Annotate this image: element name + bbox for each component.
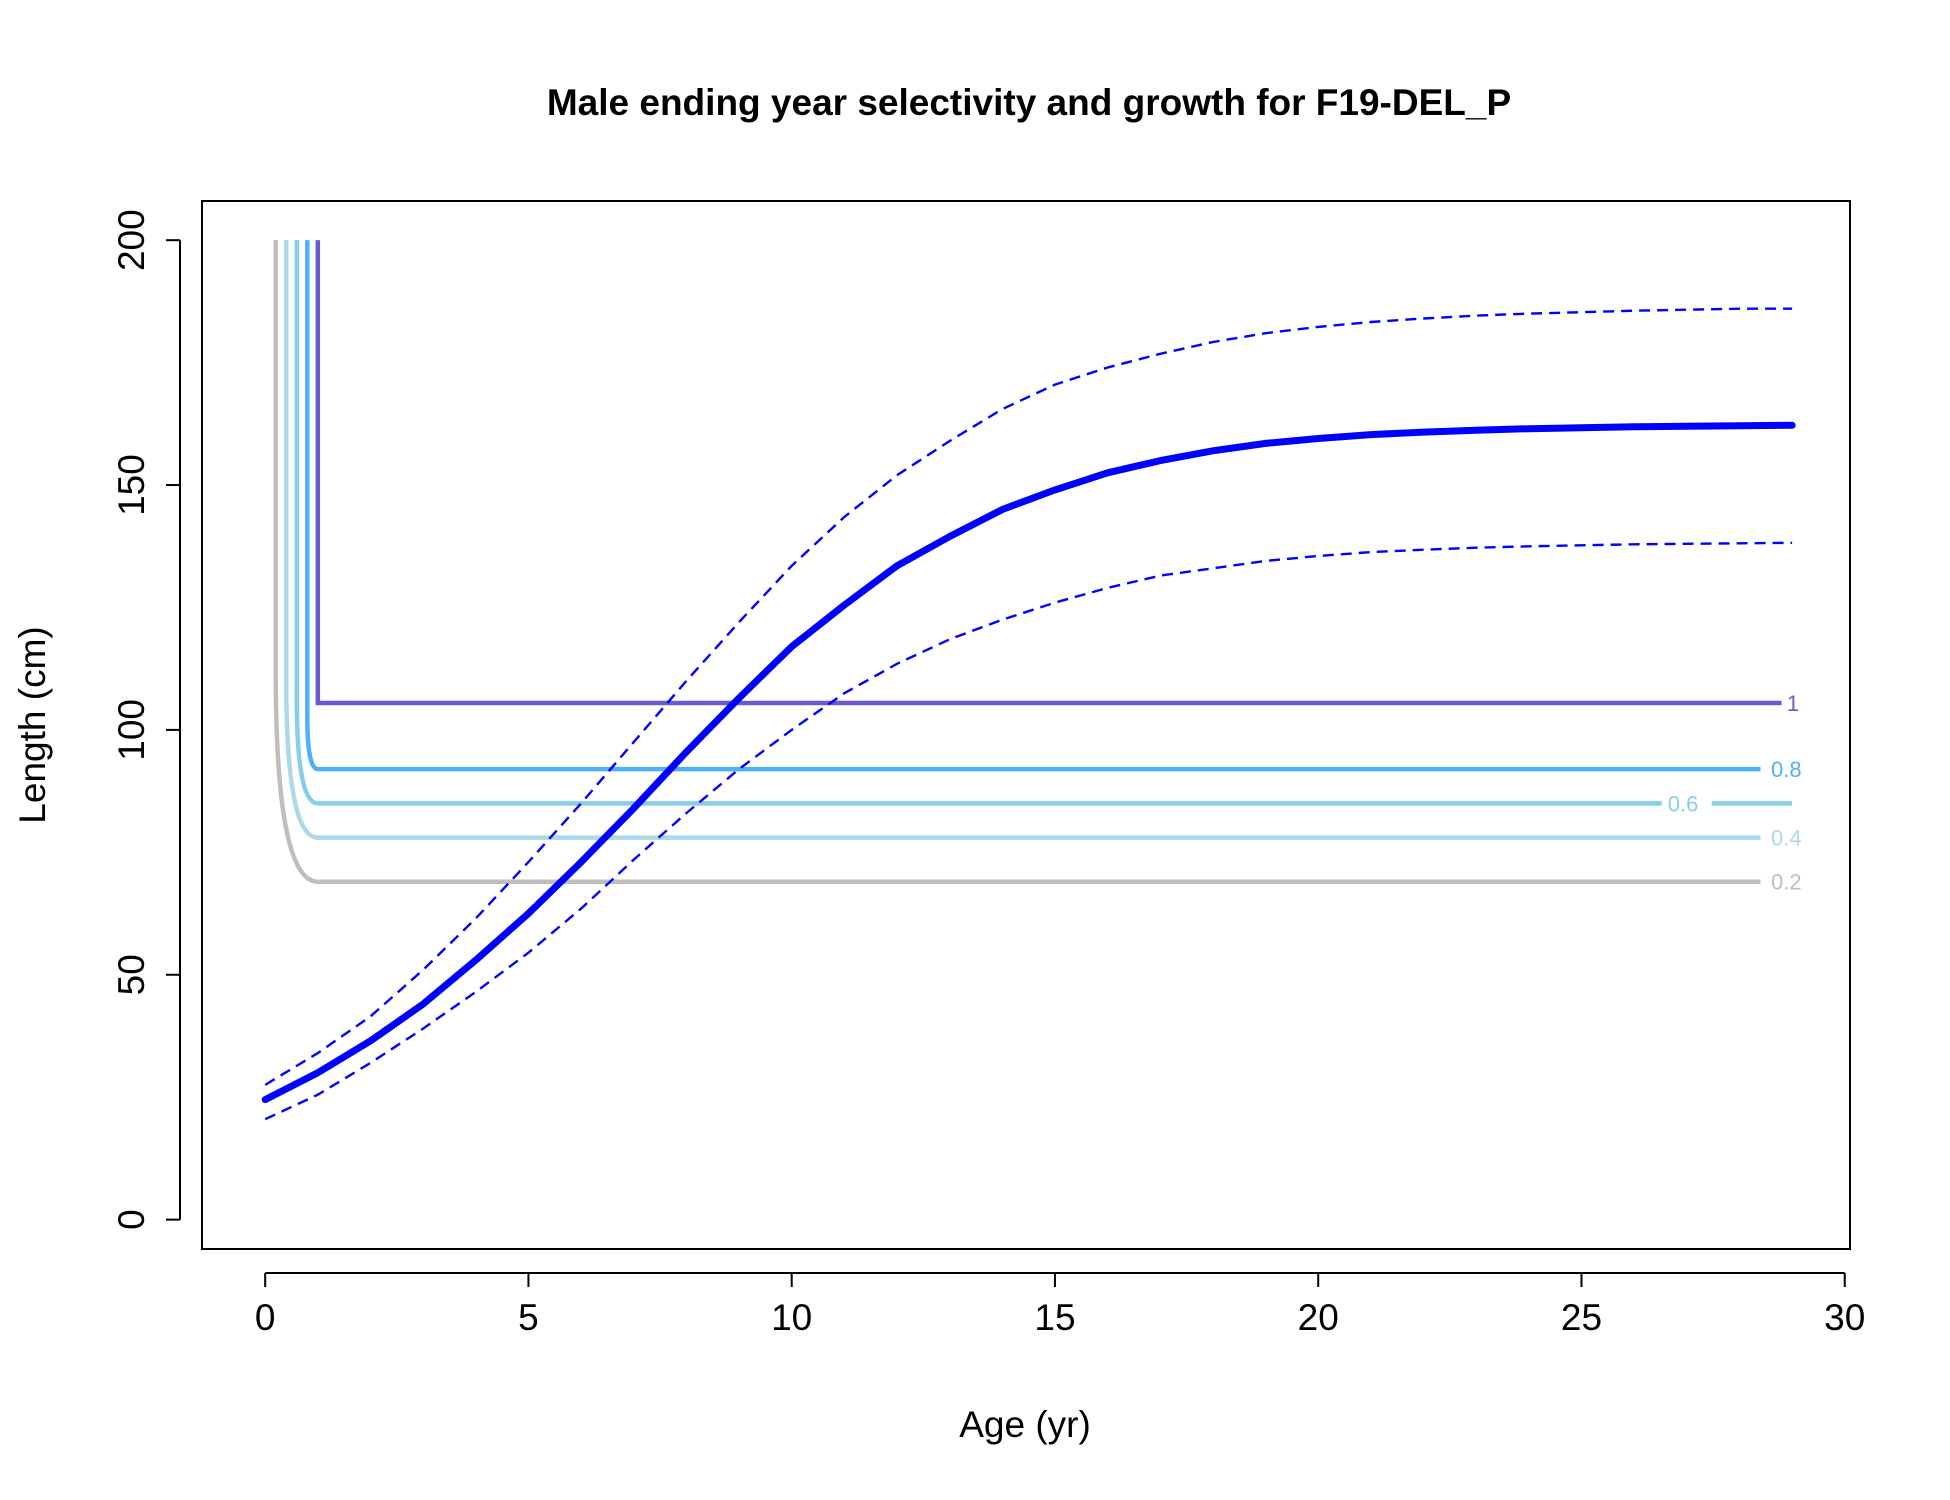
x-tick-label-25: 25 <box>1561 1297 1602 1338</box>
growth-lower-dashed-line <box>264 541 1793 1121</box>
y-axis: 0 50 100 150 200 <box>111 209 181 1230</box>
x-tick-label-30: 30 <box>1824 1297 1865 1338</box>
growth-upper-dashed-line <box>264 307 1793 1086</box>
plot-area: 0.2 0.4 0.6 0.8 1 <box>261 240 1802 1121</box>
chart-title: Male ending year selectivity and growth … <box>547 82 1511 123</box>
x-axis: 0 5 10 15 20 25 30 <box>255 1272 1865 1338</box>
contour-label-1: 1 <box>1787 691 1799 716</box>
contour-label-0.6: 0.6 <box>1668 791 1699 816</box>
y-tick-label-0: 0 <box>111 1209 152 1230</box>
contour-label-0.8: 0.8 <box>1771 757 1802 782</box>
x-tick-label-10: 10 <box>771 1297 812 1338</box>
selectivity-contour-0.4 <box>283 240 1761 840</box>
selectivity-contour-0.8 <box>305 240 1761 772</box>
y-tick-label-200: 200 <box>111 209 152 271</box>
contour-label-gap-0.6 <box>1661 793 1712 814</box>
x-tick-label-0: 0 <box>255 1297 276 1338</box>
selectivity-contour-0.6 <box>294 240 1793 806</box>
contour-label-0.4: 0.4 <box>1771 826 1802 851</box>
x-tick-label-15: 15 <box>1034 1297 1075 1338</box>
y-tick-label-150: 150 <box>111 454 152 516</box>
y-axis-label: Length (cm) <box>12 626 53 823</box>
selectivity-contour-1 <box>315 240 1782 706</box>
contour-label-0.2: 0.2 <box>1771 870 1802 895</box>
selectivity-contour-0.2 <box>273 240 1761 884</box>
x-tick-label-20: 20 <box>1298 1297 1339 1338</box>
plot-frame <box>201 200 1851 1250</box>
x-axis-label: Age (yr) <box>959 1404 1091 1445</box>
growth-mean-line <box>261 421 1796 1104</box>
y-tick-label-100: 100 <box>111 699 152 761</box>
y-tick-label-50: 50 <box>111 954 152 995</box>
x-tick-label-5: 5 <box>518 1297 539 1338</box>
